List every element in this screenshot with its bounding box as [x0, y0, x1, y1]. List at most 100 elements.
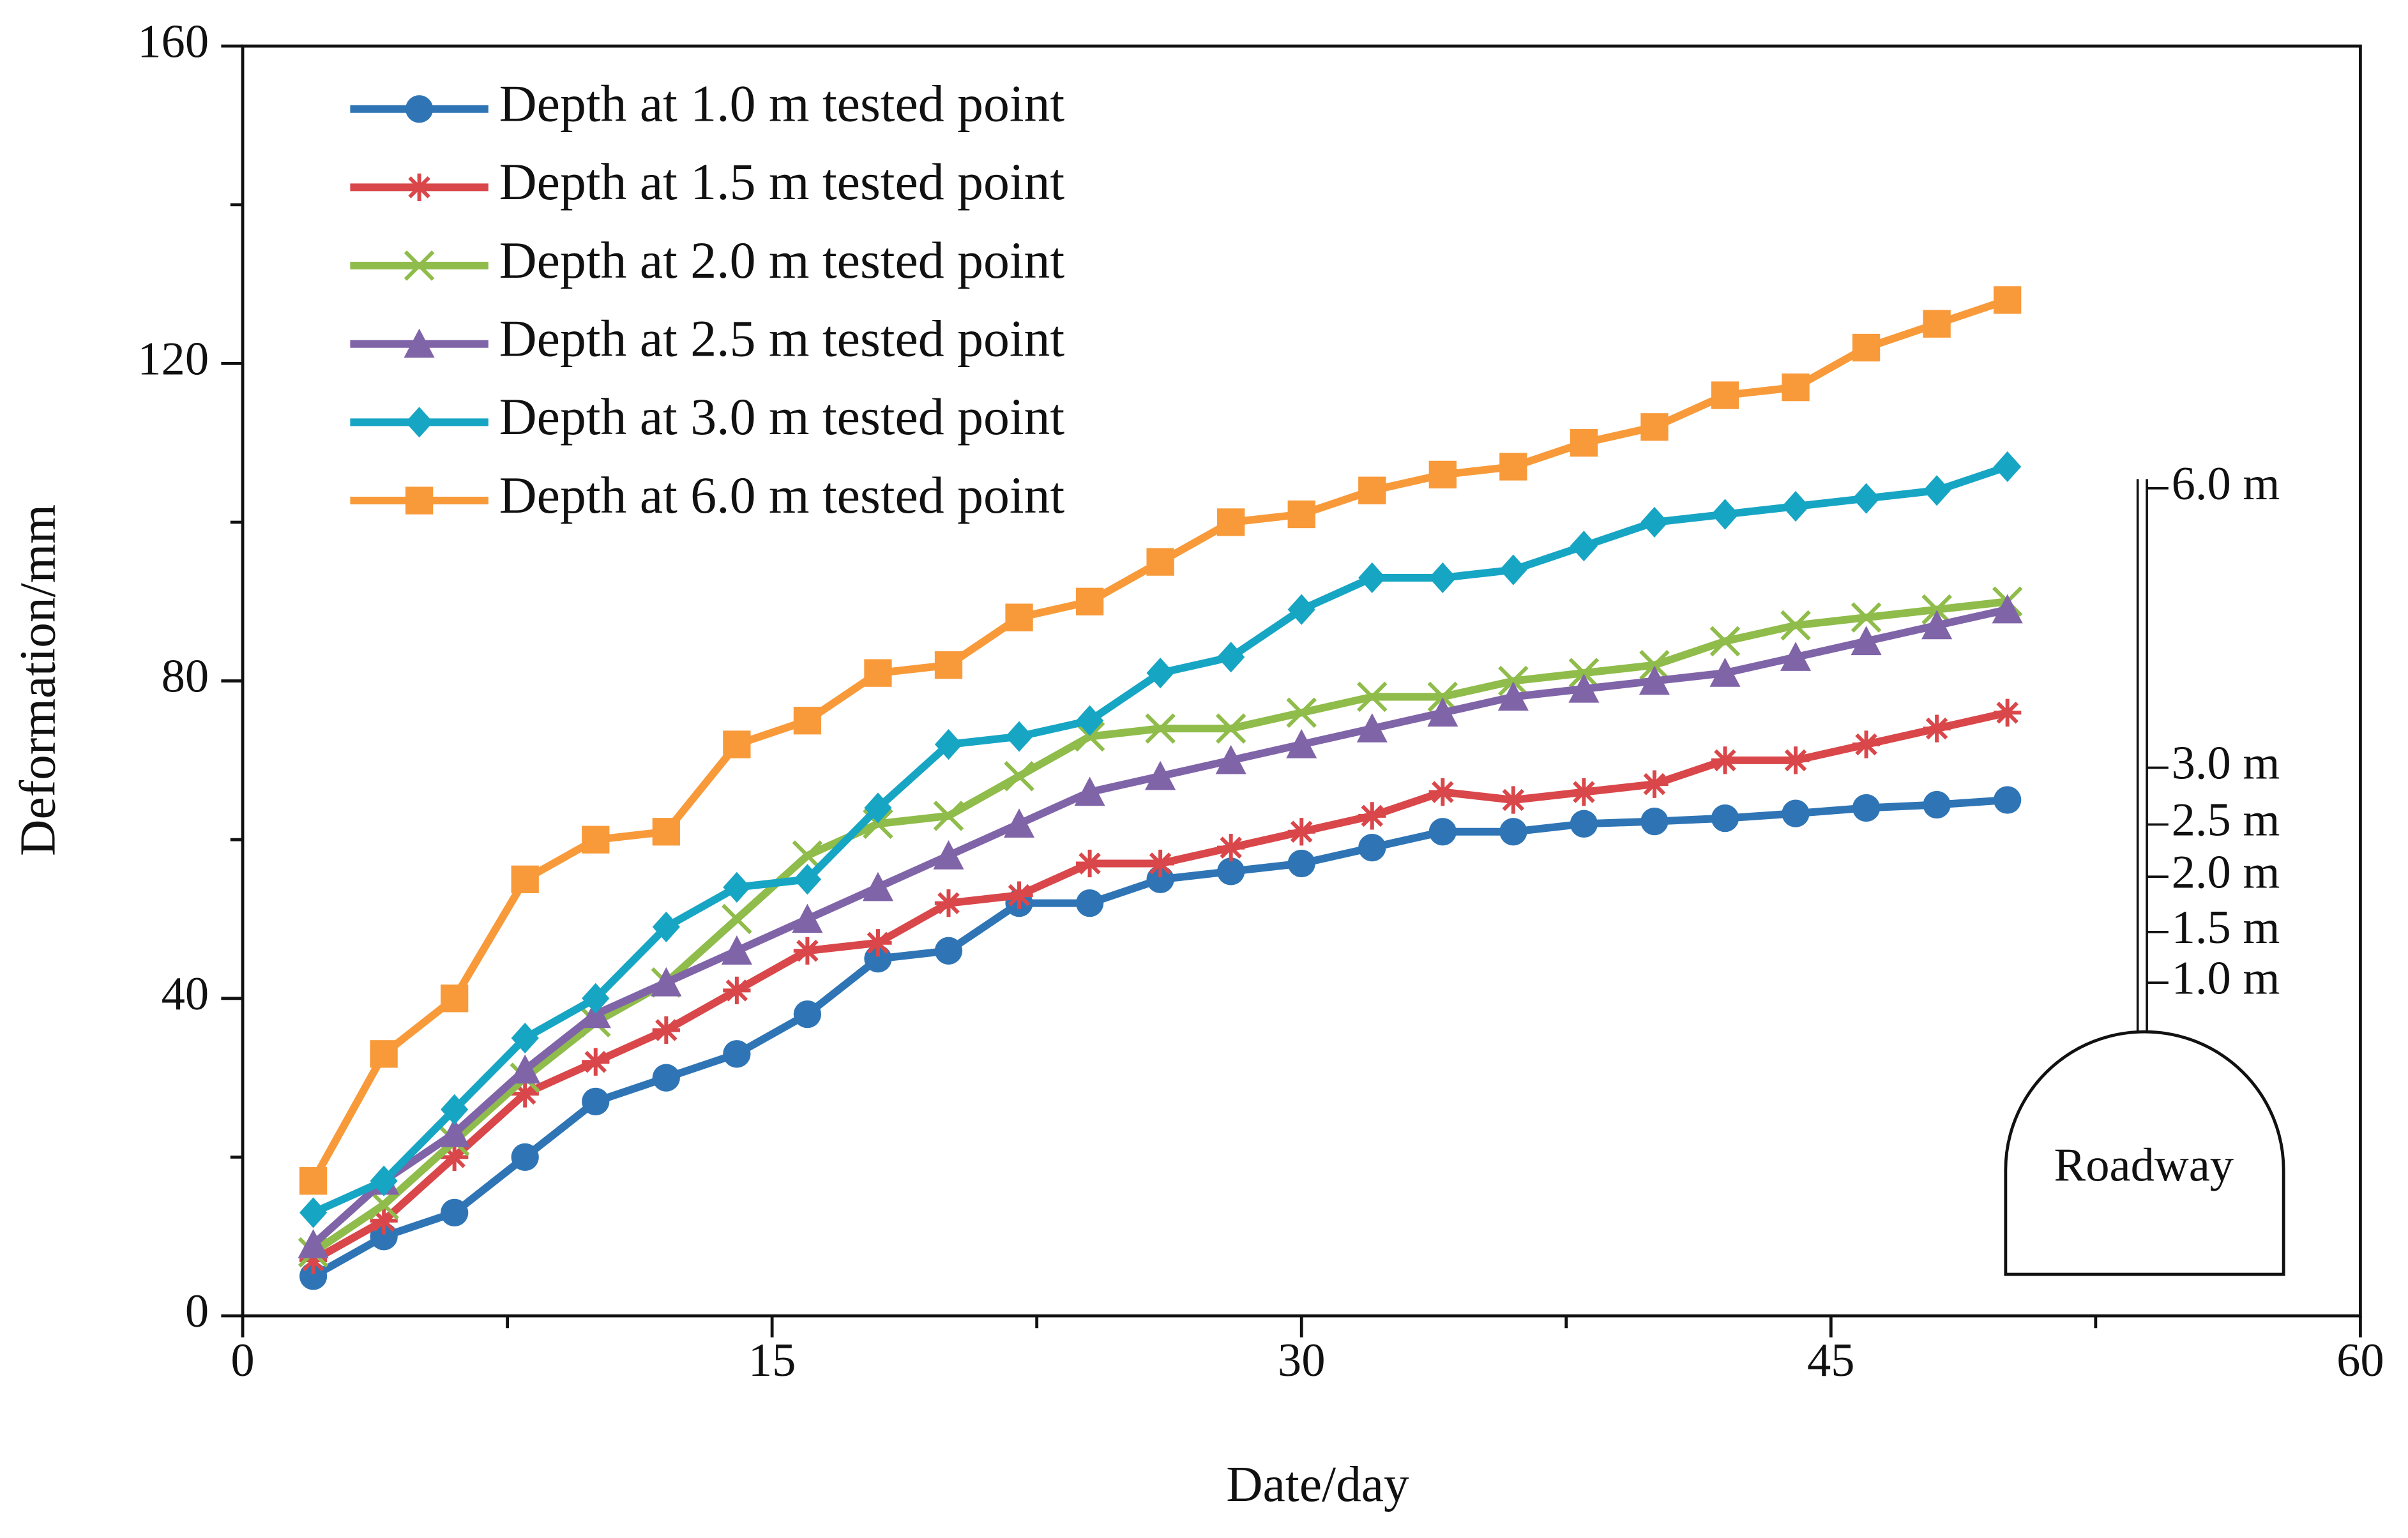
- marker: [1215, 744, 1246, 774]
- marker: [1782, 491, 1810, 522]
- x-tick-label: 60: [2336, 1334, 2384, 1387]
- marker: [1145, 760, 1176, 790]
- line: [312, 463, 2009, 1216]
- marker: [652, 1016, 680, 1044]
- y-tick-label: 120: [137, 333, 209, 385]
- y-tick-label: 0: [185, 1285, 209, 1338]
- marker: [1428, 460, 1457, 489]
- marker: [1992, 594, 2023, 624]
- marker: [1358, 476, 1386, 504]
- x-tick-label: 15: [748, 1334, 796, 1387]
- marker: [1497, 681, 1529, 711]
- marker: [1994, 786, 2022, 814]
- marker: [1287, 818, 1315, 846]
- marker: [723, 976, 751, 1005]
- marker: [441, 1094, 469, 1125]
- legend-label: Depth at 1.0 m tested point: [499, 75, 1065, 133]
- marker: [1287, 849, 1315, 878]
- marker: [652, 1064, 680, 1092]
- marker: [370, 1207, 398, 1235]
- marker: [299, 1197, 328, 1228]
- marker: [1851, 602, 1882, 633]
- depth-label: 6.0 m: [2172, 458, 2280, 510]
- line: [310, 605, 2008, 1248]
- marker: [1994, 286, 2022, 314]
- x-tick-label: 30: [1278, 1334, 1326, 1387]
- marker: [793, 1000, 822, 1029]
- legend-label: Depth at 1.5 m tested point: [499, 153, 1065, 211]
- marker: [1428, 818, 1457, 846]
- marker: [723, 871, 751, 903]
- marker: [1570, 429, 1598, 457]
- marker: [933, 801, 964, 831]
- marker: [1075, 849, 1104, 878]
- series: [298, 594, 2023, 1258]
- series: [299, 698, 2022, 1274]
- marker: [1568, 658, 1600, 688]
- y-axis-label: Deformation/mm: [10, 504, 66, 856]
- marker: [405, 95, 434, 123]
- marker: [652, 818, 680, 846]
- marker: [862, 871, 893, 901]
- marker: [1780, 642, 1812, 671]
- marker: [1005, 881, 1033, 909]
- legend-label: Depth at 2.5 m tested point: [499, 309, 1065, 367]
- marker: [510, 1054, 541, 1084]
- legend-label: Depth at 2.0 m tested point: [499, 231, 1065, 289]
- marker: [511, 1080, 539, 1108]
- depth-label: 3.0 m: [2172, 737, 2280, 790]
- y-tick-label: 160: [137, 15, 209, 68]
- marker: [1005, 603, 1033, 631]
- marker: [1286, 728, 1317, 758]
- marker: [1711, 499, 1739, 530]
- depth-label: 1.0 m: [2172, 952, 2280, 1004]
- marker: [1217, 833, 1245, 862]
- marker: [1217, 642, 1245, 673]
- legend-label: Depth at 6.0 m tested point: [499, 466, 1065, 524]
- marker: [511, 1022, 539, 1053]
- marker: [405, 407, 434, 438]
- marker: [405, 486, 434, 515]
- y-tick-label: 80: [162, 651, 209, 703]
- marker: [1852, 730, 1881, 758]
- marker: [1921, 594, 1952, 625]
- marker: [1427, 681, 1458, 712]
- marker: [1851, 626, 1882, 656]
- marker: [1005, 721, 1033, 752]
- marker: [723, 730, 751, 758]
- legend-entry: Depth at 6.0 m tested point: [350, 466, 1064, 524]
- marker: [1217, 508, 1245, 536]
- marker: [1358, 562, 1386, 594]
- marker: [1427, 697, 1458, 727]
- legend-label: Depth at 3.0 m tested point: [499, 388, 1065, 446]
- marker: [405, 173, 434, 202]
- marker: [1709, 658, 1741, 687]
- depth-label: 1.5 m: [2172, 901, 2280, 954]
- marker: [1499, 453, 1527, 481]
- marker: [1782, 799, 1810, 827]
- depth-label: 2.5 m: [2172, 794, 2280, 847]
- marker: [864, 659, 892, 687]
- marker: [582, 1048, 610, 1076]
- marker: [370, 1040, 398, 1068]
- marker: [1711, 804, 1739, 833]
- marker: [441, 1143, 469, 1172]
- marker: [439, 1118, 470, 1147]
- marker: [1780, 610, 1811, 641]
- legend-entry: Depth at 2.0 m tested point: [350, 231, 1064, 289]
- marker: [1923, 310, 1951, 338]
- x-tick-label: 0: [231, 1334, 254, 1387]
- marker: [793, 707, 822, 735]
- marker: [1428, 562, 1457, 594]
- legend-entry: Depth at 1.5 m tested point: [350, 153, 1064, 211]
- marker: [1074, 721, 1105, 752]
- marker: [1709, 626, 1741, 657]
- marker: [1286, 697, 1317, 728]
- legend-entry: Depth at 2.5 m tested point: [350, 309, 1064, 367]
- marker: [1358, 802, 1386, 830]
- marker: [1499, 786, 1527, 814]
- marker: [651, 967, 682, 997]
- marker: [864, 929, 892, 957]
